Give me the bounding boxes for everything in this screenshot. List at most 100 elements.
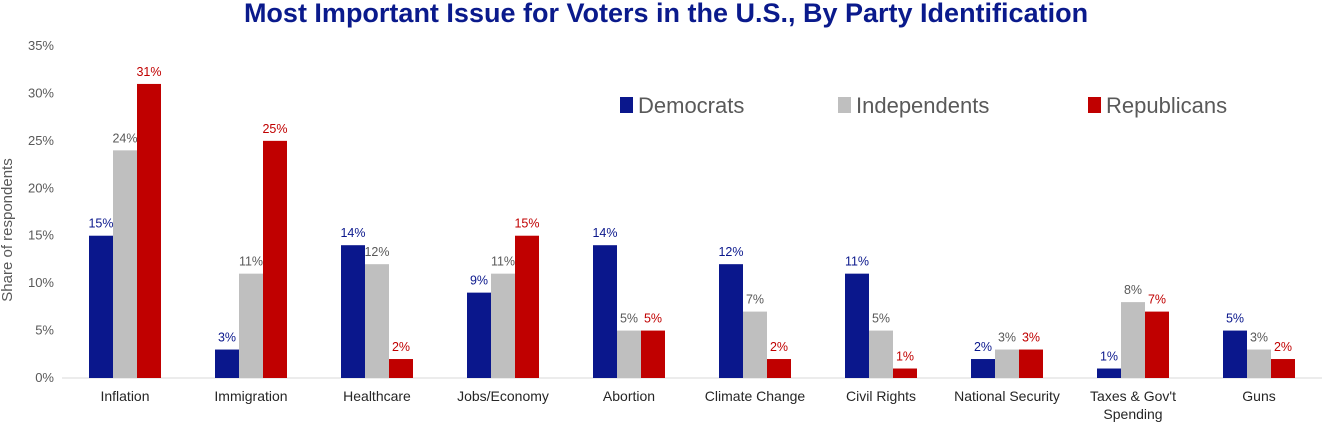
data-label-democrats-2: 14%	[340, 226, 365, 240]
data-label-democrats-3: 9%	[470, 274, 488, 288]
x-category-label: Immigration	[214, 388, 287, 404]
data-label-democrats-6: 11%	[845, 255, 869, 269]
data-label-independents-4: 5%	[620, 312, 638, 326]
data-label-independents-5: 7%	[746, 293, 764, 307]
data-label-independents-8: 8%	[1124, 283, 1142, 297]
bar-republicans-1	[263, 140, 287, 378]
data-label-republicans-0: 31%	[136, 65, 161, 79]
bar-democrats-4	[593, 245, 617, 378]
bar-independents-9	[1247, 349, 1271, 378]
bar-republicans-3	[515, 235, 539, 378]
data-label-independents-3: 11%	[491, 255, 515, 269]
x-category-line: Guns	[1242, 388, 1275, 404]
x-axis-categories: Inflation Immigration Healthcare Jobs/Econo…	[100, 388, 1275, 422]
data-label-independents-0: 24%	[112, 131, 137, 145]
x-category-line: Inflation	[100, 388, 149, 404]
x-category-label: Abortion	[603, 388, 655, 404]
y-tick-label: 25%	[28, 133, 54, 148]
y-tick-label: 15%	[28, 228, 54, 243]
bar-democrats-7	[971, 359, 995, 378]
legend-label-democrats: Democrats	[638, 93, 744, 118]
y-axis-label: Share of respondents	[0, 158, 16, 301]
legend-label-republicans: Republicans	[1106, 93, 1227, 118]
bar-republicans-0	[137, 83, 161, 378]
bar-independents-4	[617, 330, 641, 378]
data-label-democrats-5: 12%	[718, 245, 743, 259]
x-category-line: Spending	[1103, 406, 1162, 422]
x-category-line: Jobs/Economy	[457, 388, 549, 404]
legend-swatch-republicans	[1088, 97, 1101, 113]
y-tick-label: 30%	[28, 85, 54, 100]
data-label-republicans-5: 2%	[770, 340, 788, 354]
bars-group	[89, 83, 1295, 378]
bar-independents-2	[365, 264, 389, 378]
data-label-republicans-3: 15%	[514, 217, 539, 231]
data-label-independents-6: 5%	[872, 312, 890, 326]
bar-democrats-2	[341, 245, 365, 378]
y-tick-label: 5%	[35, 323, 54, 338]
bar-democrats-8	[1097, 368, 1121, 378]
x-category-line: Healthcare	[343, 388, 411, 404]
bar-republicans-4	[641, 330, 665, 378]
bar-independents-6	[869, 330, 893, 378]
bar-democrats-9	[1223, 330, 1247, 378]
x-category-line: Climate Change	[705, 388, 806, 404]
chart-title: Most Important Issue for Voters in the U…	[244, 0, 1088, 28]
bar-republicans-7	[1019, 349, 1043, 378]
x-category-label: Civil Rights	[846, 388, 916, 404]
x-category-label: Climate Change	[705, 388, 806, 404]
bar-independents-3	[491, 273, 515, 378]
data-label-republicans-1: 25%	[262, 122, 287, 136]
x-category-line: National Security	[954, 388, 1060, 404]
data-label-democrats-9: 5%	[1226, 312, 1244, 326]
data-label-independents-1: 11%	[239, 255, 263, 269]
data-label-republicans-2: 2%	[392, 340, 410, 354]
y-axis-ticks: 0% 5% 10% 15% 20% 25% 30% 35%	[28, 38, 54, 385]
data-label-independents-2: 12%	[364, 245, 389, 259]
bar-democrats-0	[89, 235, 113, 378]
data-label-republicans-4: 5%	[644, 312, 662, 326]
y-tick-label: 35%	[28, 38, 54, 53]
bar-republicans-9	[1271, 359, 1295, 378]
x-category-line: Taxes & Gov't	[1090, 388, 1176, 404]
bar-independents-0	[113, 150, 137, 378]
data-labels-group: 15%24%31%3%11%25%14%12%2%9%11%15%14%5% 5%…	[88, 65, 1292, 364]
bar-independents-1	[239, 273, 263, 378]
legend: Democrats Independents Republicans	[620, 93, 1227, 118]
legend-swatch-independents	[838, 97, 851, 113]
data-label-democrats-4: 14%	[592, 226, 617, 240]
x-category-label: Jobs/Economy	[457, 388, 549, 404]
bar-republicans-5	[767, 359, 791, 378]
x-category-label: National Security	[954, 388, 1060, 404]
bar-independents-8	[1121, 302, 1145, 378]
data-label-independents-9: 3%	[1250, 331, 1268, 345]
bar-democrats-3	[467, 292, 491, 378]
data-label-republicans-9: 2%	[1274, 340, 1292, 354]
x-category-line: Abortion	[603, 388, 655, 404]
x-category-label: Taxes & Gov't Spending	[1090, 388, 1176, 422]
data-label-independents-7: 3%	[998, 331, 1016, 345]
bar-republicans-2	[389, 359, 413, 378]
bar-independents-5	[743, 311, 767, 378]
x-category-label: Healthcare	[343, 388, 411, 404]
data-label-democrats-0: 15%	[88, 217, 113, 231]
legend-label-independents: Independents	[856, 93, 989, 118]
data-label-republicans-8: 7%	[1148, 293, 1166, 307]
y-tick-label: 20%	[28, 180, 54, 195]
data-label-democrats-1: 3%	[218, 331, 236, 345]
x-category-line: Civil Rights	[846, 388, 916, 404]
x-category-line: Immigration	[214, 388, 287, 404]
data-label-democrats-7: 2%	[974, 340, 992, 354]
data-label-republicans-7: 3%	[1022, 331, 1040, 345]
bar-democrats-5	[719, 264, 743, 378]
bar-republicans-8	[1145, 311, 1169, 378]
data-label-republicans-6: 1%	[896, 350, 914, 364]
y-tick-label: 0%	[35, 370, 54, 385]
bar-independents-7	[995, 349, 1019, 378]
bar-democrats-6	[845, 273, 869, 378]
bar-republicans-6	[893, 368, 917, 378]
x-category-label: Inflation	[100, 388, 149, 404]
bar-democrats-1	[215, 349, 239, 378]
y-tick-label: 10%	[28, 275, 54, 290]
